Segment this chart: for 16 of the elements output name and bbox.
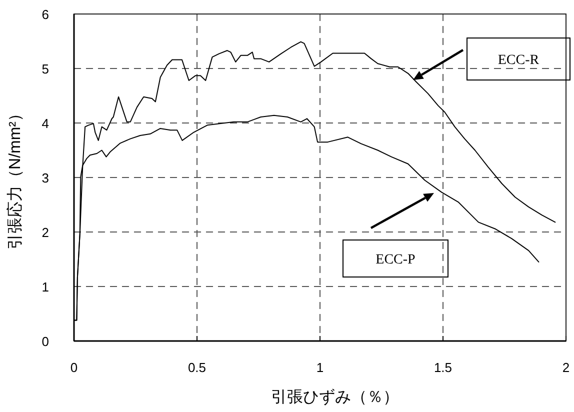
annotation: ECC-R xyxy=(498,53,540,68)
y-axis-title: 引張応力（N/mm²） xyxy=(6,106,24,250)
y-tick-label: 2 xyxy=(42,225,49,240)
x-axis-title: 引張ひずみ（％） xyxy=(271,388,399,406)
x-tick-label: 0.5 xyxy=(188,360,206,375)
y-tick-label: 5 xyxy=(42,62,49,76)
y-tick-label: 1 xyxy=(42,280,49,294)
annotation: ECC-P xyxy=(376,252,416,268)
x-tick-label: 2 xyxy=(562,360,570,375)
y-tick-label: 4 xyxy=(42,116,49,131)
y-tick-label: 0 xyxy=(42,334,49,349)
y-tick-label: 3 xyxy=(42,170,49,186)
x-tick-label: 1.5 xyxy=(434,360,452,375)
y-tick-label: 6 xyxy=(42,7,49,22)
x-tick-label: 0 xyxy=(70,360,78,375)
x-tick-label: 1 xyxy=(316,360,324,375)
